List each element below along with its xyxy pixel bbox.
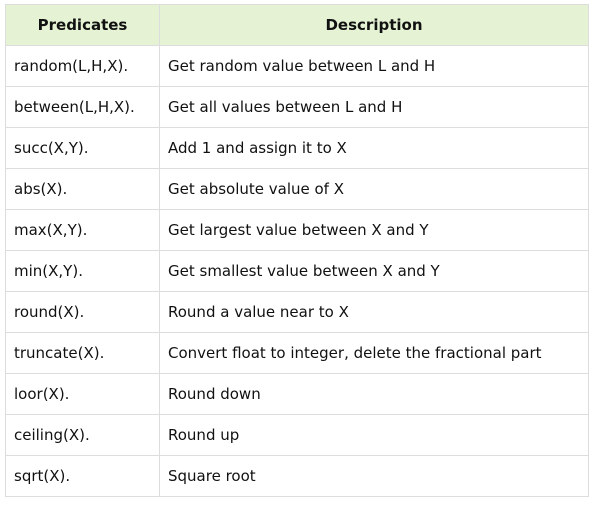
- predicate-cell: max(X,Y).: [5, 209, 160, 251]
- predicate-cell: abs(X).: [5, 168, 160, 210]
- table-row: succ(X,Y). Add 1 and assign it to X: [5, 127, 589, 169]
- description-cell: Get smallest value between X and Y: [159, 250, 589, 292]
- predicate-cell: round(X).: [5, 291, 160, 333]
- header-predicates: Predicates: [5, 4, 160, 46]
- table-row: sqrt(X). Square root: [5, 455, 589, 497]
- predicate-cell: sqrt(X).: [5, 455, 160, 497]
- header-row: Predicates Description: [5, 4, 589, 46]
- description-cell: Convert float to integer, delete the fra…: [159, 332, 589, 374]
- table-header: Predicates Description: [5, 4, 589, 46]
- description-cell: Add 1 and assign it to X: [159, 127, 589, 169]
- description-cell: Round up: [159, 414, 589, 456]
- table-row: max(X,Y). Get largest value between X an…: [5, 209, 589, 251]
- table-row: between(L,H,X). Get all values between L…: [5, 86, 589, 128]
- table-body: random(L,H,X). Get random value between …: [5, 45, 589, 497]
- description-cell: Square root: [159, 455, 589, 497]
- predicate-cell: truncate(X).: [5, 332, 160, 374]
- header-description: Description: [159, 4, 589, 46]
- predicate-cell: min(X,Y).: [5, 250, 160, 292]
- table-row: min(X,Y). Get smallest value between X a…: [5, 250, 589, 292]
- predicate-cell: between(L,H,X).: [5, 86, 160, 128]
- predicates-table-container: Predicates Description random(L,H,X). Ge…: [5, 4, 589, 497]
- description-cell: Get random value between L and H: [159, 45, 589, 87]
- description-cell: Round a value near to X: [159, 291, 589, 333]
- description-cell: Get all values between L and H: [159, 86, 589, 128]
- predicate-cell: loor(X).: [5, 373, 160, 415]
- predicate-cell: ceiling(X).: [5, 414, 160, 456]
- predicate-cell: succ(X,Y).: [5, 127, 160, 169]
- table-row: random(L,H,X). Get random value between …: [5, 45, 589, 87]
- predicates-table: Predicates Description random(L,H,X). Ge…: [5, 4, 589, 497]
- table-row: truncate(X). Convert float to integer, d…: [5, 332, 589, 374]
- table-row: round(X). Round a value near to X: [5, 291, 589, 333]
- predicate-cell: random(L,H,X).: [5, 45, 160, 87]
- table-row: loor(X). Round down: [5, 373, 589, 415]
- table-row: ceiling(X). Round up: [5, 414, 589, 456]
- description-cell: Round down: [159, 373, 589, 415]
- description-cell: Get largest value between X and Y: [159, 209, 589, 251]
- description-cell: Get absolute value of X: [159, 168, 589, 210]
- table-row: abs(X). Get absolute value of X: [5, 168, 589, 210]
